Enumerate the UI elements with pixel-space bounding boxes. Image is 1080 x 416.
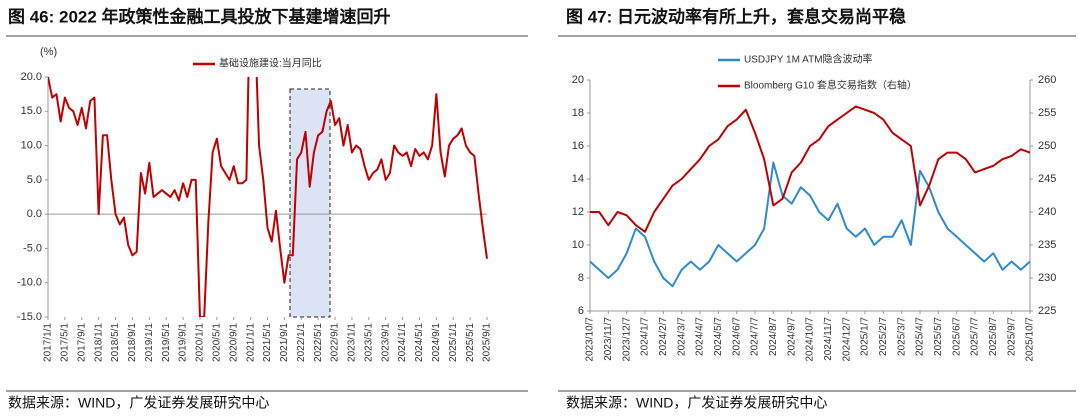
x-tick-label: 2019/1/1: [144, 323, 155, 362]
x-tick-label: 2025/1/1: [448, 323, 459, 362]
y-tick-label: 8: [578, 272, 584, 284]
y-tick-label: -10.0: [17, 277, 42, 289]
source: 数据来源：WIND，广发证券发展研究中心: [8, 395, 269, 411]
x-tick-label: 2023/9/1: [380, 323, 391, 362]
x-tick-label: 2025/7/7: [970, 317, 981, 356]
x-tick-label: 2025/1/7: [860, 317, 871, 356]
x-tick-label: 2023/10/7: [585, 317, 596, 362]
x-tick-label: 2024/9/7: [786, 317, 797, 356]
x-tick-label: 2020/1/1: [195, 323, 206, 362]
x-tick-label: 2023/1/1: [347, 323, 358, 362]
series-line: [48, 77, 488, 317]
series-line: [590, 161, 1031, 288]
x-tick-label: 2024/1/1: [397, 323, 408, 362]
y-tick-label: 10.0: [21, 139, 42, 151]
x-tick-label: 2019/5/1: [161, 323, 172, 362]
y2-tick-label: 260: [1038, 74, 1056, 86]
x-tick-label: 2020/9/1: [228, 323, 239, 362]
x-tick-label: 2024/12/7: [841, 317, 852, 362]
y-unit: (%): [40, 46, 57, 58]
x-tick-label: 2025/3/7: [896, 317, 907, 356]
y-tick-label: 15.0: [21, 105, 42, 117]
x-tick-label: 2022/5/1: [313, 323, 324, 362]
x-tick-label: 2021/5/1: [262, 323, 273, 362]
x-tick-label: 2024/8/7: [768, 317, 779, 356]
x-tick-label: 2025/2/7: [878, 317, 889, 356]
x-tick-label: 2024/9/1: [431, 323, 442, 362]
y2-tick-label: 245: [1038, 173, 1056, 185]
x-tick-label: 2023/5/1: [363, 323, 374, 362]
y-tick-label: 0.0: [27, 208, 42, 220]
y-tick-label: 20.0: [21, 71, 42, 83]
y-tick-label: 16: [572, 140, 584, 152]
x-tick-label: 2025/8/7: [988, 317, 999, 356]
legend-label: 基础设施建设:当月同比: [219, 57, 322, 70]
x-tick-label: 2021/9/1: [279, 323, 290, 362]
x-tick-label: 2024/5/1: [414, 323, 425, 362]
x-tick-label: 2025/9/7: [1006, 317, 1017, 356]
x-tick-label: 2017/1/1: [43, 323, 54, 362]
y2-tick-label: 250: [1038, 140, 1056, 152]
y2-tick-label: 235: [1038, 239, 1056, 251]
y-tick-label: 6: [578, 305, 584, 317]
x-tick-label: 2024/2/7: [658, 317, 669, 356]
chart-title: 图 46: 2022 年政策性金融工具投放下基建增速回升: [8, 6, 391, 26]
y2-tick-label: 230: [1038, 272, 1056, 284]
y2-tick-label: 240: [1038, 206, 1056, 218]
x-tick-label: 2021/1/1: [245, 323, 256, 362]
x-tick-label: 2024/6/7: [731, 317, 742, 356]
x-tick-label: 2018/9/1: [127, 323, 138, 362]
x-tick-label: 2022/1/1: [296, 323, 307, 362]
x-tick-label: 2018/5/1: [110, 323, 121, 362]
x-tick-label: 2017/9/1: [76, 323, 87, 362]
y-tick-label: 12: [572, 206, 584, 218]
x-tick-label: 2020/5/1: [211, 323, 222, 362]
source: 数据来源：WIND，广发证券发展研究中心: [566, 395, 827, 411]
y-tick-label: 18: [572, 107, 584, 119]
y-tick-label: 20: [572, 74, 584, 86]
x-tick-label: 2018/1/1: [93, 323, 104, 362]
chart-title: 图 47: 日元波动率有所上升，套息交易尚平稳: [566, 6, 906, 26]
y-tick-label: 14: [572, 173, 584, 185]
x-tick-label: 2025/10/7: [1025, 317, 1036, 362]
y2-tick-label: 255: [1038, 107, 1056, 119]
y-tick-label: 5.0: [27, 174, 42, 186]
x-tick-label: 2024/10/7: [805, 317, 816, 362]
x-tick-label: 2023/11/7: [603, 317, 614, 361]
y2-tick-label: 225: [1038, 305, 1056, 317]
x-tick-label: 2024/11/7: [823, 317, 834, 361]
x-tick-label: 2024/1/7: [640, 317, 651, 356]
x-tick-label: 2024/4/7: [695, 317, 706, 356]
x-tick-label: 2017/5/1: [60, 323, 71, 362]
x-tick-label: 2022/9/1: [330, 323, 341, 362]
x-tick-label: 2024/5/7: [713, 317, 724, 356]
x-tick-label: 2019/9/1: [178, 323, 189, 362]
x-tick-label: 2025/6/7: [951, 317, 962, 356]
legend-label: USDJPY 1M ATM隐含波动率: [744, 53, 873, 66]
x-tick-label: 2024/7/7: [750, 317, 761, 356]
y-tick-label: -15.0: [17, 311, 42, 323]
x-tick-label: 2025/4/7: [915, 317, 926, 356]
x-tick-label: 2023/12/7: [621, 317, 632, 362]
x-tick-label: 2024/3/7: [676, 317, 687, 356]
y-tick-label: 10: [572, 239, 584, 251]
y-tick-label: -5.0: [23, 242, 42, 254]
series-line: [590, 105, 1031, 233]
x-tick-label: 2025/5/1: [465, 323, 476, 362]
x-tick-label: 2025/5/7: [933, 317, 944, 356]
x-tick-label: 2025/9/1: [482, 323, 493, 362]
legend-label: Bloomberg G10 套息交易指数（右轴）: [744, 79, 917, 92]
